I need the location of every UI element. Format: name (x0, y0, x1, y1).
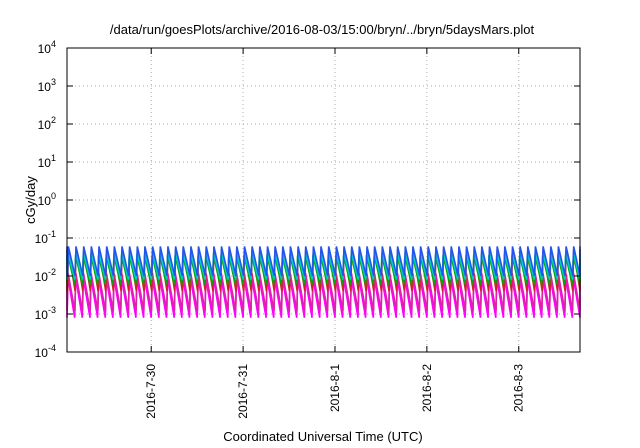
y-tick-label-base: 10 (38, 118, 52, 132)
x-axis-label: Coordinated Universal Time (UTC) (223, 429, 422, 444)
y-tick-label-base: 10 (38, 80, 52, 94)
y-tick-label: 10-2 (35, 267, 56, 284)
y-tick-label-exponent: 1 (51, 153, 56, 163)
series-layer (66, 246, 581, 318)
y-tick-label-exponent: 3 (51, 77, 56, 87)
y-tick-label: 101 (38, 153, 56, 170)
chart-title: /data/run/goesPlots/archive/2016-08-03/1… (110, 22, 535, 37)
y-tick-label: 103 (38, 77, 56, 94)
y-tick-label-exponent: -2 (48, 267, 56, 277)
x-tick-label: 2016-8-1 (328, 364, 342, 412)
y-tick-label-base: 10 (38, 156, 52, 170)
x-axis: 2016-7-30 2016-7-31 2016-8-1 2016-8-2 2016-8… (144, 48, 526, 419)
y-tick-label-base: 10 (35, 308, 49, 322)
x-tick-label: 2016-7-30 (144, 364, 158, 419)
y-axis-label: cGy/day (23, 176, 38, 224)
y-tick-label: 100 (38, 191, 56, 208)
y-tick-label: 10-4 (35, 343, 56, 360)
y-tick-label-exponent: -1 (48, 229, 56, 239)
y-tick-label: 10-1 (35, 229, 56, 246)
y-tick-label-exponent: 0 (51, 191, 56, 201)
grid (67, 48, 580, 352)
y-tick-label-exponent: -3 (48, 305, 56, 315)
y-tick-label-base: 10 (38, 194, 52, 208)
series-line (66, 277, 581, 318)
x-tick-label: 2016-7-31 (236, 364, 250, 419)
y-tick-label-base: 10 (35, 270, 49, 284)
y-tick-label-base: 10 (35, 232, 49, 246)
series-line (66, 255, 581, 285)
series-line (66, 246, 581, 277)
y-tick-label-exponent: 4 (51, 39, 56, 49)
y-tick-label-base: 10 (38, 42, 52, 56)
y-tick-label-exponent: -4 (48, 343, 56, 353)
y-tick-label-base: 10 (35, 346, 49, 360)
x-tick-label: 2016-8-2 (420, 364, 434, 412)
x-tick-label: 2016-8-3 (512, 364, 526, 412)
y-tick-label: 102 (38, 115, 56, 132)
y-tick-label-exponent: 2 (51, 115, 56, 125)
y-tick-label: 104 (38, 39, 56, 56)
y-tick-label: 10-3 (35, 305, 56, 322)
